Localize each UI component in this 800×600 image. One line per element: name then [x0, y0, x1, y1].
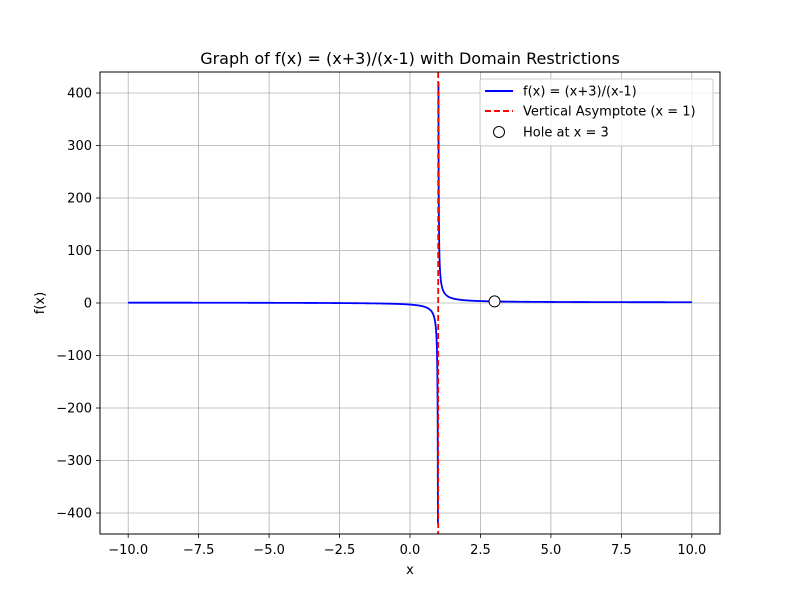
y-tick-label: −200 — [56, 402, 92, 417]
legend-box — [479, 78, 714, 147]
legend-asymptote-label: Vertical Asymptote (x = 1) — [523, 105, 696, 120]
y-tick-label: 100 — [67, 244, 92, 259]
hole-marker — [488, 295, 501, 308]
x-tick-label: 10.0 — [677, 543, 706, 558]
x-tick-label: 0.0 — [400, 543, 421, 558]
y-tick-label: 300 — [67, 139, 92, 154]
function-curve-left — [128, 301, 439, 524]
x-tick-label: −10.0 — [108, 543, 148, 558]
legend-hole-label: Hole at x = 3 — [523, 126, 609, 141]
y-tick-label: −300 — [56, 454, 92, 469]
x-tick-label: 5.0 — [541, 543, 562, 558]
x-axis-label: x — [406, 563, 414, 578]
chart-title: Graph of f(x) = (x+3)/(x-1) with Domain … — [200, 49, 620, 68]
axis-ticks: −10.0 −7.5 −5.0 −2.5 0.0 2.5 5.0 7.5 10.0 −400 −30… — [56, 87, 706, 559]
plot-area — [128, 72, 692, 534]
y-tick-label: −400 — [56, 507, 92, 522]
y-tick-label: 200 — [67, 192, 92, 207]
y-tick-label: 400 — [67, 87, 92, 102]
x-tick-label: −5.0 — [253, 543, 285, 558]
x-tick-label: −2.5 — [324, 543, 356, 558]
x-tick-label: −7.5 — [183, 543, 215, 558]
legend: f(x) = (x+3)/(x-1) Vertical Asymptote (x… — [479, 78, 714, 147]
legend-hole-marker — [493, 126, 505, 138]
x-tick-label: 7.5 — [611, 543, 632, 558]
y-tick-label: 0 — [84, 297, 92, 312]
legend-function-label: f(x) = (x+3)/(x-1) — [523, 85, 637, 100]
y-tick-label: −100 — [56, 349, 92, 364]
grid — [100, 72, 720, 534]
y-axis-label: f(x) — [33, 292, 48, 314]
x-tick-label: 2.5 — [470, 543, 491, 558]
function-curve-right — [437, 82, 692, 304]
